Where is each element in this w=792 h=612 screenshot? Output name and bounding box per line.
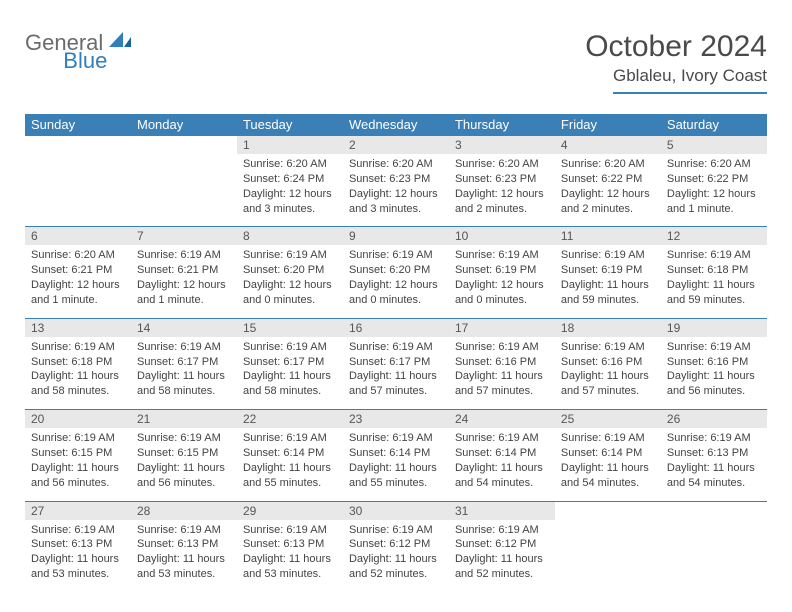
day-number: 24 [449,410,555,429]
logo: General Blue [25,30,179,56]
day-cell: Sunrise: 6:19 AMSunset: 6:17 PMDaylight:… [237,337,343,410]
day-cell [131,154,237,227]
day-content-row: Sunrise: 6:20 AMSunset: 6:24 PMDaylight:… [25,154,767,227]
page-header: General Blue October 2024 Gblaleu, Ivory… [25,30,767,94]
location: Gblaleu, Ivory Coast [613,66,767,94]
day-cell: Sunrise: 6:19 AMSunset: 6:16 PMDaylight:… [661,337,767,410]
day-cell: Sunrise: 6:20 AMSunset: 6:23 PMDaylight:… [449,154,555,227]
day-cell: Sunrise: 6:19 AMSunset: 6:19 PMDaylight:… [449,245,555,318]
day-content-row: Sunrise: 6:19 AMSunset: 6:13 PMDaylight:… [25,520,767,592]
day-number: 25 [555,410,661,429]
day-number-row: 2728293031 [25,501,767,520]
day-cell: Sunrise: 6:19 AMSunset: 6:15 PMDaylight:… [25,428,131,501]
day-number: 21 [131,410,237,429]
day-number: 27 [25,501,131,520]
day-cell: Sunrise: 6:19 AMSunset: 6:15 PMDaylight:… [131,428,237,501]
day-cell: Sunrise: 6:19 AMSunset: 6:14 PMDaylight:… [237,428,343,501]
day-cell: Sunrise: 6:19 AMSunset: 6:21 PMDaylight:… [131,245,237,318]
day-number-row: 12345 [25,136,767,155]
day-header: Sunday [25,114,131,136]
day-number: 5 [661,136,767,155]
day-number: 9 [343,227,449,246]
day-number: 13 [25,318,131,337]
day-cell: Sunrise: 6:19 AMSunset: 6:13 PMDaylight:… [131,520,237,592]
day-number: 12 [661,227,767,246]
day-number: 10 [449,227,555,246]
day-header: Saturday [661,114,767,136]
day-cell: Sunrise: 6:19 AMSunset: 6:20 PMDaylight:… [237,245,343,318]
day-number: 29 [237,501,343,520]
day-number [661,501,767,520]
day-cell: Sunrise: 6:19 AMSunset: 6:17 PMDaylight:… [343,337,449,410]
day-number: 11 [555,227,661,246]
logo-text-blue: Blue [63,48,107,74]
day-number: 16 [343,318,449,337]
day-cell: Sunrise: 6:20 AMSunset: 6:21 PMDaylight:… [25,245,131,318]
day-cell: Sunrise: 6:19 AMSunset: 6:13 PMDaylight:… [25,520,131,592]
calendar-table: SundayMondayTuesdayWednesdayThursdayFrid… [25,114,767,592]
day-number: 14 [131,318,237,337]
day-cell: Sunrise: 6:19 AMSunset: 6:20 PMDaylight:… [343,245,449,318]
day-cell: Sunrise: 6:19 AMSunset: 6:18 PMDaylight:… [661,245,767,318]
day-number: 8 [237,227,343,246]
day-number: 2 [343,136,449,155]
day-number [555,501,661,520]
logo-sail-icon [109,32,131,55]
day-content-row: Sunrise: 6:20 AMSunset: 6:21 PMDaylight:… [25,245,767,318]
day-cell: Sunrise: 6:19 AMSunset: 6:16 PMDaylight:… [449,337,555,410]
day-cell: Sunrise: 6:19 AMSunset: 6:12 PMDaylight:… [449,520,555,592]
day-cell: Sunrise: 6:20 AMSunset: 6:22 PMDaylight:… [661,154,767,227]
day-number: 4 [555,136,661,155]
day-header: Monday [131,114,237,136]
day-cell: Sunrise: 6:19 AMSunset: 6:14 PMDaylight:… [555,428,661,501]
day-number [25,136,131,155]
day-cell: Sunrise: 6:19 AMSunset: 6:14 PMDaylight:… [449,428,555,501]
day-number: 1 [237,136,343,155]
day-number: 7 [131,227,237,246]
day-number-row: 20212223242526 [25,410,767,429]
day-number: 3 [449,136,555,155]
day-number: 31 [449,501,555,520]
day-number: 15 [237,318,343,337]
day-cell: Sunrise: 6:19 AMSunset: 6:12 PMDaylight:… [343,520,449,592]
day-number-row: 13141516171819 [25,318,767,337]
day-cell: Sunrise: 6:19 AMSunset: 6:13 PMDaylight:… [661,428,767,501]
day-header-row: SundayMondayTuesdayWednesdayThursdayFrid… [25,114,767,136]
day-number: 26 [661,410,767,429]
day-cell [661,520,767,592]
day-header: Thursday [449,114,555,136]
day-number: 28 [131,501,237,520]
day-cell: Sunrise: 6:20 AMSunset: 6:24 PMDaylight:… [237,154,343,227]
day-header: Tuesday [237,114,343,136]
day-cell: Sunrise: 6:19 AMSunset: 6:19 PMDaylight:… [555,245,661,318]
day-number: 6 [25,227,131,246]
day-content-row: Sunrise: 6:19 AMSunset: 6:18 PMDaylight:… [25,337,767,410]
day-number: 20 [25,410,131,429]
day-cell: Sunrise: 6:19 AMSunset: 6:17 PMDaylight:… [131,337,237,410]
day-cell [25,154,131,227]
calendar-body: 12345Sunrise: 6:20 AMSunset: 6:24 PMDayl… [25,136,767,592]
day-cell: Sunrise: 6:19 AMSunset: 6:16 PMDaylight:… [555,337,661,410]
day-number: 30 [343,501,449,520]
day-number: 22 [237,410,343,429]
day-number: 17 [449,318,555,337]
day-cell [555,520,661,592]
day-cell: Sunrise: 6:19 AMSunset: 6:18 PMDaylight:… [25,337,131,410]
day-cell: Sunrise: 6:20 AMSunset: 6:22 PMDaylight:… [555,154,661,227]
day-header: Wednesday [343,114,449,136]
day-number: 18 [555,318,661,337]
day-content-row: Sunrise: 6:19 AMSunset: 6:15 PMDaylight:… [25,428,767,501]
day-cell: Sunrise: 6:20 AMSunset: 6:23 PMDaylight:… [343,154,449,227]
month-title: October 2024 [585,30,767,64]
day-cell: Sunrise: 6:19 AMSunset: 6:13 PMDaylight:… [237,520,343,592]
day-number: 23 [343,410,449,429]
day-number [131,136,237,155]
day-number-row: 6789101112 [25,227,767,246]
day-header: Friday [555,114,661,136]
day-cell: Sunrise: 6:19 AMSunset: 6:14 PMDaylight:… [343,428,449,501]
title-block: October 2024 Gblaleu, Ivory Coast [585,30,767,94]
day-number: 19 [661,318,767,337]
